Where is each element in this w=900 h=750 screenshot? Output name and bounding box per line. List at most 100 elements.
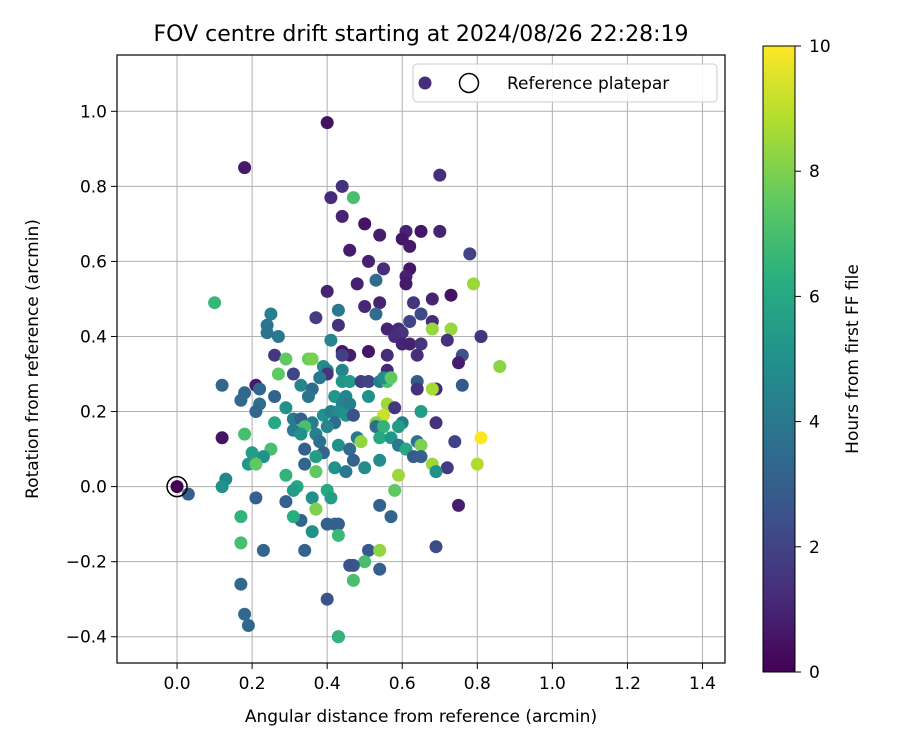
data-point [298, 457, 312, 471]
data-point [343, 243, 357, 257]
data-point [335, 209, 349, 223]
data-point [373, 453, 387, 467]
data-point [493, 360, 507, 373]
data-point [298, 442, 312, 456]
x-tick-label: 1.4 [689, 674, 716, 694]
data-point [346, 408, 360, 422]
data-point [448, 435, 462, 449]
data-point [384, 510, 398, 524]
data-point [331, 517, 345, 531]
data-point [256, 543, 270, 557]
data-point [324, 491, 338, 505]
data-point [440, 461, 454, 475]
data-point [346, 573, 360, 587]
data-point [440, 333, 454, 347]
data-point [279, 468, 293, 482]
data-point [294, 427, 308, 441]
data-point [215, 378, 229, 392]
chart-title: FOV centre drift starting at 2024/08/26 … [154, 22, 689, 47]
data-point [279, 495, 293, 509]
data-point [362, 254, 375, 268]
data-point [407, 296, 420, 310]
legend-marker-reference [458, 72, 480, 94]
data-point [268, 390, 282, 403]
data-point [388, 401, 402, 415]
data-point [377, 420, 390, 434]
data-point [320, 284, 334, 298]
data-point [234, 510, 248, 524]
data-point [249, 405, 263, 418]
data-point [313, 435, 327, 449]
colorbar-ticks: 0 2 4 6 8 10 [795, 37, 831, 683]
data-point [369, 307, 383, 321]
data-point [373, 543, 387, 557]
legend-marker-points [418, 76, 432, 90]
colorbar: 0 2 4 6 8 10 Hours from first FF file [762, 37, 863, 683]
data-point [313, 371, 327, 385]
x-tick-label: 0.6 [389, 674, 416, 694]
data-point [320, 116, 334, 130]
data-point [234, 536, 248, 550]
data-point [305, 491, 319, 505]
data-point [470, 457, 484, 471]
data-point [245, 446, 259, 460]
legend: Reference platepar [412, 63, 718, 103]
x-tick-label: 0.8 [464, 674, 491, 694]
data-point [215, 480, 229, 494]
data-point [309, 502, 323, 516]
data-point [324, 333, 338, 347]
x-tick-label: 1.2 [614, 674, 641, 694]
data-point [414, 337, 428, 351]
data-point [429, 540, 443, 554]
data-point [350, 277, 364, 291]
data-point [279, 401, 293, 415]
data-point [369, 273, 383, 287]
data-point [324, 191, 338, 205]
data-point [339, 465, 353, 479]
data-point [238, 607, 252, 621]
data-point [260, 326, 274, 340]
y-tick-label: 0.6 [80, 252, 107, 272]
data-point [373, 228, 387, 242]
data-point [410, 382, 424, 396]
data-point [452, 498, 465, 512]
data-point [208, 296, 222, 310]
data-point [234, 393, 248, 407]
data-point [343, 558, 357, 572]
data-point [373, 296, 387, 310]
reference-marker [166, 475, 188, 498]
data-point [452, 356, 465, 370]
data-point [373, 562, 387, 576]
data-point [234, 577, 248, 591]
y-tick-label: 1.0 [80, 102, 107, 122]
data-point [309, 311, 323, 325]
data-point [358, 555, 372, 569]
data-point [241, 619, 255, 632]
data-point [268, 348, 282, 362]
y-tick-label: 0.8 [80, 177, 107, 197]
data-point [414, 307, 428, 321]
plot-frame [116, 54, 726, 664]
data-point [358, 300, 372, 313]
data-point [305, 352, 319, 366]
data-point [474, 330, 488, 343]
data-point [455, 378, 469, 392]
data-point [384, 371, 398, 385]
data-point [377, 262, 390, 276]
colorbar-tick-label: 0 [809, 663, 820, 683]
y-tick-label: −0.4 [66, 628, 107, 648]
data-point [414, 450, 428, 464]
data-point [331, 318, 345, 332]
data-point [294, 378, 308, 392]
data-point [358, 217, 372, 231]
data-point [410, 348, 424, 362]
data-point [414, 405, 428, 418]
data-point [286, 510, 300, 524]
data-point [425, 292, 439, 306]
data-point [238, 161, 252, 175]
y-tick-label: 0.0 [80, 478, 107, 498]
data-point [238, 427, 252, 441]
data-point [403, 239, 417, 253]
colorbar-tick-label: 2 [809, 538, 820, 558]
data-point [373, 431, 387, 445]
